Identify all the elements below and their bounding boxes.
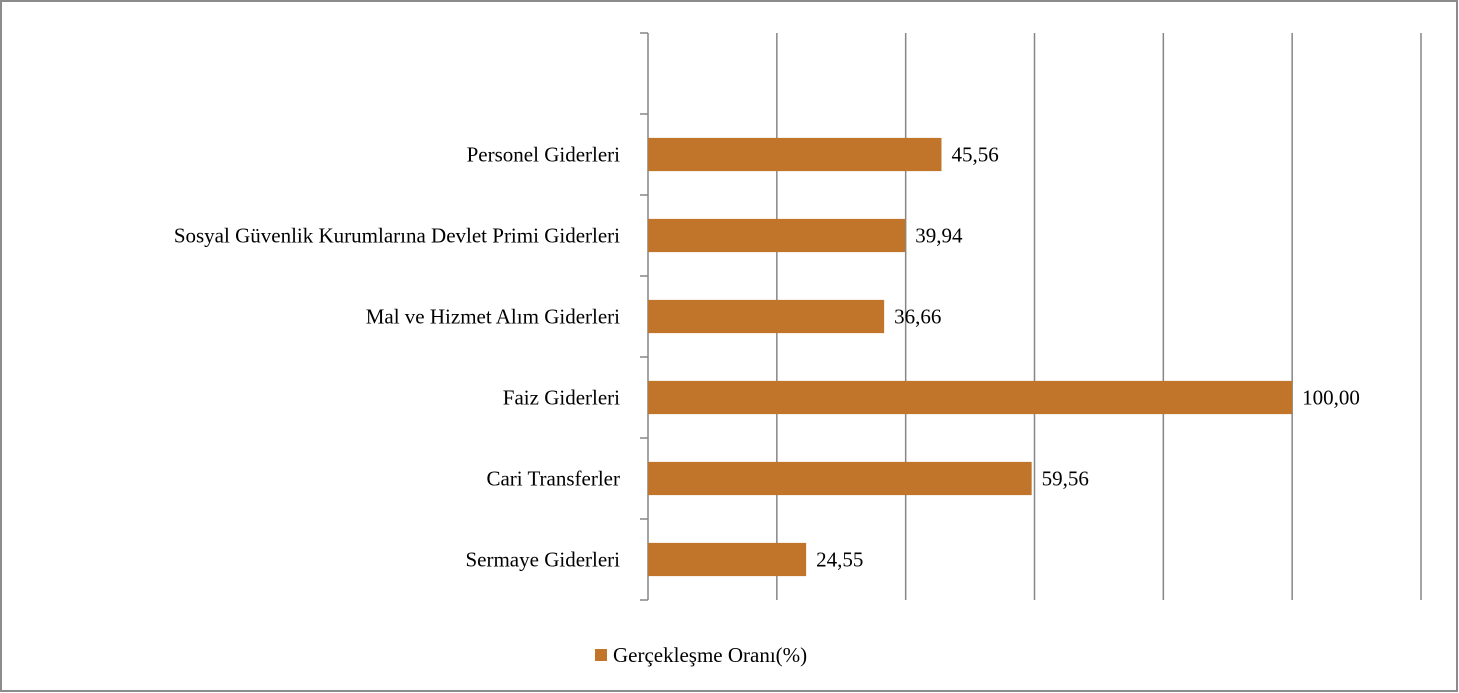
bar bbox=[648, 137, 942, 172]
data-label: 59,56 bbox=[1042, 466, 1089, 490]
y-tick-label: Cari Transferler bbox=[486, 466, 620, 490]
data-label: 100,00 bbox=[1302, 385, 1360, 409]
bar bbox=[648, 380, 1293, 415]
bar bbox=[648, 299, 885, 334]
bar bbox=[648, 218, 906, 253]
legend-swatch bbox=[595, 649, 607, 661]
data-label: 36,66 bbox=[894, 304, 941, 328]
y-tick-label: Personel Giderleri bbox=[467, 142, 621, 166]
data-label: 39,94 bbox=[915, 223, 963, 247]
y-tick-label: Sosyal Güvenlik Kurumlarına Devlet Primi… bbox=[174, 223, 620, 247]
y-tick-label: Mal ve Hizmet Alım Giderleri bbox=[366, 304, 620, 328]
y-tick-label: Sermaye Giderleri bbox=[465, 547, 620, 571]
y-tick-label: Faiz Giderleri bbox=[503, 385, 620, 409]
legend-label: Gerçekleşme Oranı(%) bbox=[613, 643, 807, 667]
bar bbox=[648, 542, 807, 577]
bar bbox=[648, 461, 1032, 496]
data-label: 24,55 bbox=[816, 547, 863, 571]
data-label: 45,56 bbox=[951, 142, 998, 166]
